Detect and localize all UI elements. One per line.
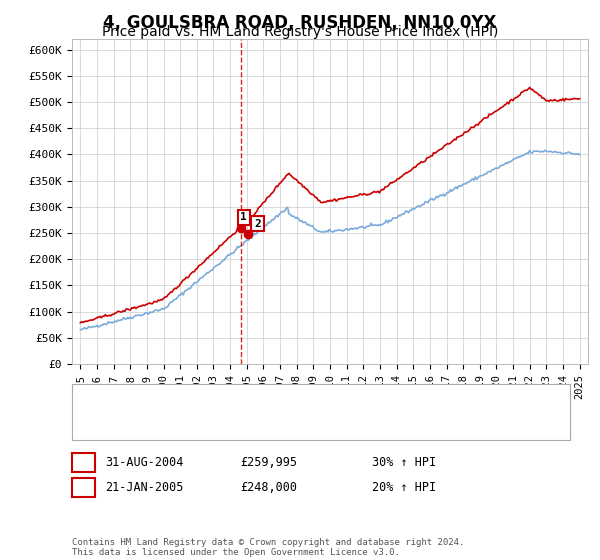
Text: HPI: Average price, detached house, North Northamptonshire: HPI: Average price, detached house, Nort… <box>111 421 503 431</box>
Text: 2: 2 <box>254 218 261 228</box>
Text: 20% ↑ HPI: 20% ↑ HPI <box>372 480 436 494</box>
Text: 21-JAN-2005: 21-JAN-2005 <box>105 480 184 494</box>
Text: 4, GOULSBRA ROAD, RUSHDEN, NN10 0YX: 4, GOULSBRA ROAD, RUSHDEN, NN10 0YX <box>103 14 497 32</box>
Text: 4, GOULSBRA ROAD, RUSHDEN, NN10 0YX (detached house): 4, GOULSBRA ROAD, RUSHDEN, NN10 0YX (det… <box>111 394 462 404</box>
Text: 1: 1 <box>241 212 247 222</box>
Text: 30% ↑ HPI: 30% ↑ HPI <box>372 455 436 469</box>
Text: Price paid vs. HM Land Registry's House Price Index (HPI): Price paid vs. HM Land Registry's House … <box>102 25 498 39</box>
Text: £248,000: £248,000 <box>240 480 297 494</box>
Text: ——: —— <box>81 418 112 433</box>
Text: 1: 1 <box>80 455 87 469</box>
Text: 31-AUG-2004: 31-AUG-2004 <box>105 455 184 469</box>
Text: Contains HM Land Registry data © Crown copyright and database right 2024.
This d: Contains HM Land Registry data © Crown c… <box>72 538 464 557</box>
Text: ——: —— <box>81 392 112 407</box>
Text: 2: 2 <box>80 480 87 494</box>
Text: £259,995: £259,995 <box>240 455 297 469</box>
